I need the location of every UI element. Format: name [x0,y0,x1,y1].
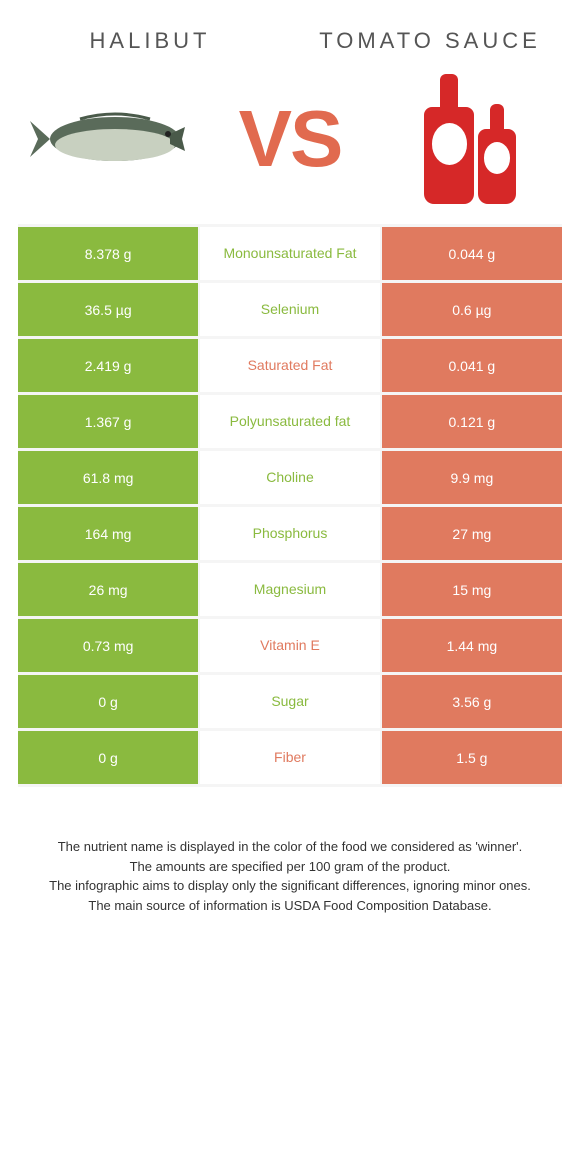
table-row: 0.73 mgVitamin E1.44 mg [18,619,562,675]
left-value: 1.367 g [18,395,200,448]
nutrient-name: Polyunsaturated fat [200,395,380,448]
left-value: 26 mg [18,563,200,616]
nutrient-name: Sugar [200,675,380,728]
header: Halibut Tomato sauce [0,0,580,64]
nutrient-name: Phosphorus [200,507,380,560]
footnote-line: The main source of information is USDA F… [30,896,550,916]
table-row: 164 mgPhosphorus27 mg [18,507,562,563]
nutrient-name: Magnesium [200,563,380,616]
nutrient-name: Choline [200,451,380,504]
left-food-image [30,74,190,204]
footnote-line: The amounts are specified per 100 gram o… [30,857,550,877]
footnotes: The nutrient name is displayed in the co… [0,787,580,945]
left-food-title: Halibut [24,28,276,54]
right-value: 15 mg [380,563,562,616]
table-row: 36.5 µgSelenium0.6 µg [18,283,562,339]
right-value: 1.5 g [380,731,562,784]
right-value: 0.044 g [380,227,562,280]
right-value: 0.6 µg [380,283,562,336]
right-value: 27 mg [380,507,562,560]
right-value: 0.121 g [380,395,562,448]
left-value: 2.419 g [18,339,200,392]
nutrient-table: 8.378 gMonounsaturated Fat0.044 g36.5 µg… [18,224,562,787]
nutrient-name: Fiber [200,731,380,784]
vs-label: VS [239,93,342,185]
nutrient-name: Saturated Fat [200,339,380,392]
footnote-line: The nutrient name is displayed in the co… [30,837,550,857]
left-value: 36.5 µg [18,283,200,336]
table-row: 2.419 gSaturated Fat0.041 g [18,339,562,395]
table-row: 0 gSugar3.56 g [18,675,562,731]
left-value: 0.73 mg [18,619,200,672]
images-row: VS [0,64,580,224]
table-row: 1.367 gPolyunsaturated fat0.121 g [18,395,562,451]
left-value: 164 mg [18,507,200,560]
right-value: 0.041 g [380,339,562,392]
nutrient-name: Selenium [200,283,380,336]
right-food-image [390,74,550,204]
left-value: 8.378 g [18,227,200,280]
table-row: 61.8 mgCholine9.9 mg [18,451,562,507]
right-food-title: Tomato sauce [304,28,556,54]
left-value: 0 g [18,675,200,728]
footnote-line: The infographic aims to display only the… [30,876,550,896]
table-row: 26 mgMagnesium15 mg [18,563,562,619]
left-value: 0 g [18,731,200,784]
table-row: 0 gFiber1.5 g [18,731,562,787]
ketchup-bottles-icon [424,74,516,204]
right-value: 9.9 mg [380,451,562,504]
right-value: 1.44 mg [380,619,562,672]
nutrient-name: Vitamin E [200,619,380,672]
right-value: 3.56 g [380,675,562,728]
nutrient-name: Monounsaturated Fat [200,227,380,280]
table-row: 8.378 gMonounsaturated Fat0.044 g [18,227,562,283]
left-value: 61.8 mg [18,451,200,504]
fish-icon [30,109,190,169]
